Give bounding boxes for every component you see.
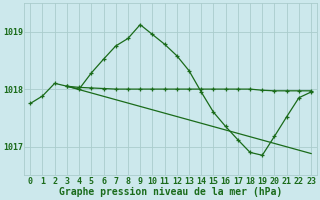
X-axis label: Graphe pression niveau de la mer (hPa): Graphe pression niveau de la mer (hPa): [59, 187, 282, 197]
